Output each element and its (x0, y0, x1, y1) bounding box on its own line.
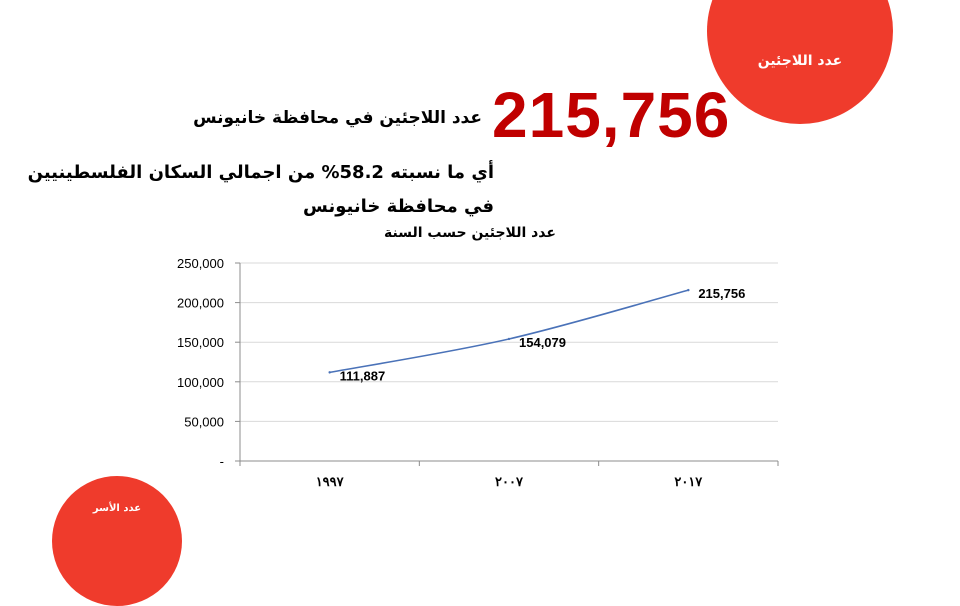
data-point (507, 337, 511, 341)
data-point (328, 371, 331, 374)
headline-label: عدد اللاجئين في محافظة خانيونس (193, 108, 482, 128)
x-tick-label: ٢٠٠٧ (495, 474, 524, 489)
x-tick-label: ١٩٩٧ (316, 474, 345, 489)
data-label: 111,887 (340, 368, 386, 383)
series-layer (328, 288, 690, 374)
y-tick-label: 250,000 (177, 256, 224, 271)
y-tick-labels: - 50,000 100,000 150,000 200,000 250,000 (177, 256, 224, 469)
data-labels: 111,887 154,079 215,756 (340, 286, 746, 383)
y-tick-label: 50,000 (184, 414, 224, 429)
refugees-count-badge-label: عدد اللاجئين (757, 53, 843, 69)
axes (235, 262, 779, 466)
data-label: 215,756 (698, 286, 745, 301)
y-tick-label: 200,000 (177, 296, 224, 311)
x-tick-labels: ١٩٩٧ ٢٠٠٧ ٢٠١٧ (316, 474, 704, 489)
gridlines (240, 262, 778, 422)
chart-title: عدد اللاجئين حسب السنة (384, 225, 556, 241)
x-tick-label: ٢٠١٧ (674, 474, 703, 489)
refugees-line-chart: - 50,000 100,000 150,000 200,000 250,000 ١٩٩٧… (177, 256, 779, 489)
y-tick-label: - (220, 454, 224, 469)
percentage-subtext: أي ما نسبته 58.2% من اجمالي السكان الفلس… (27, 162, 494, 217)
families-count-badge-label: عدد الأسر (92, 502, 142, 514)
y-tick-label: 150,000 (177, 335, 224, 350)
families-count-badge[interactable]: عدد الأسر (52, 476, 182, 606)
refugee-total-number: 215,756 (492, 79, 731, 151)
y-tick-label: 100,000 (177, 375, 224, 390)
data-point (687, 288, 690, 292)
data-label: 154,079 (519, 335, 566, 350)
